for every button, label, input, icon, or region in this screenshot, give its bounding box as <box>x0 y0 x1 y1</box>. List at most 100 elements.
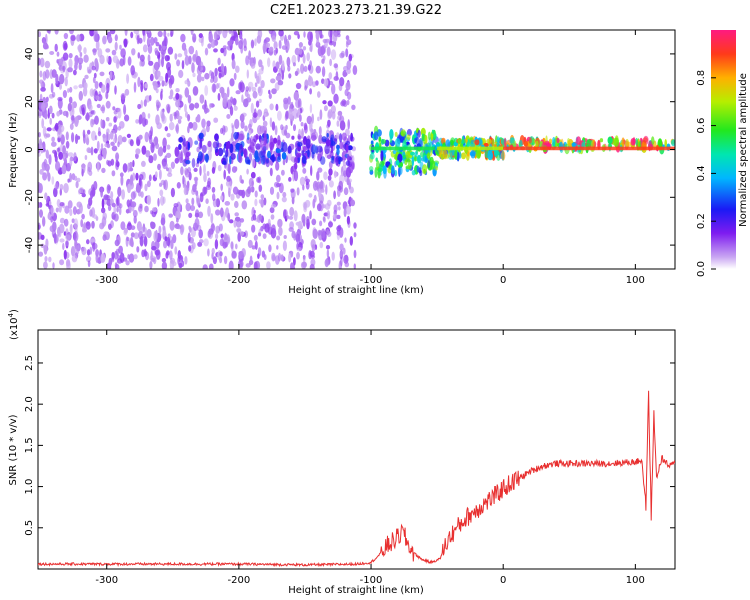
heatmap-cell <box>271 88 277 95</box>
heatmap-cell <box>114 239 120 247</box>
heatmap-cell <box>246 168 249 175</box>
heatmap-cell <box>230 35 236 41</box>
heatmap-cell <box>277 218 283 228</box>
heatmap-cell <box>331 251 335 261</box>
heatmap-cell <box>395 138 401 148</box>
heatmap-cell <box>268 244 272 253</box>
heatmap-cell <box>38 224 41 229</box>
heatmap-cell <box>78 90 84 101</box>
heatmap-cell <box>400 129 406 137</box>
heatmap-cell <box>66 260 71 269</box>
heatmap-cell <box>302 46 307 51</box>
heatmap-cell <box>129 174 134 185</box>
heatmap-cell <box>339 243 344 251</box>
heatmap-cell <box>264 223 270 233</box>
heatmap-cell <box>263 254 267 261</box>
heatmap-cell <box>213 117 219 123</box>
heatmap-cell <box>151 245 157 251</box>
heatmap-cell <box>185 202 191 212</box>
heatmap-cell <box>201 127 207 135</box>
heatmap-cell <box>220 183 223 191</box>
heatmap-cell <box>157 70 161 78</box>
heatmap-cell <box>238 189 244 196</box>
heatmap-cell <box>333 204 338 213</box>
heatmap-cell <box>118 206 122 216</box>
heatmap-cell <box>135 153 139 159</box>
heatmap-cell <box>345 42 349 48</box>
heatmap-cell <box>124 88 130 96</box>
heatmap-cell <box>57 230 62 238</box>
heatmap-cell <box>333 63 338 69</box>
heatmap-cell <box>328 221 333 228</box>
heatmap-cell <box>353 232 357 238</box>
heatmap-cell <box>54 43 58 52</box>
heatmap-cell <box>102 212 107 220</box>
heatmap-cell <box>101 198 105 210</box>
heatmap-cell <box>146 228 152 239</box>
heatmap-cell <box>188 45 195 55</box>
heatmap-cell <box>406 128 412 137</box>
heatmap-cell <box>38 57 41 66</box>
heatmap-cell <box>270 214 275 220</box>
heatmap-cell <box>44 112 48 120</box>
heatmap-cell <box>144 118 149 126</box>
heatmap-cell <box>141 249 145 258</box>
heatmap-cell <box>326 248 330 259</box>
heatmap-cell <box>56 147 60 152</box>
heatmap-cell <box>254 70 257 79</box>
heatmap-cell <box>323 78 329 87</box>
heatmap-cell <box>163 240 168 249</box>
heatmap-cell <box>147 54 151 63</box>
heatmap-cell <box>120 175 124 186</box>
y-tick-label: 2.0 <box>24 396 35 412</box>
heatmap-cell <box>270 78 276 84</box>
heatmap-cell <box>106 159 110 166</box>
heatmap-cell <box>175 99 181 108</box>
colorbar-tick-label: 0.2 <box>696 213 707 229</box>
heatmap-cell <box>318 126 322 136</box>
heatmap-cell <box>267 57 271 68</box>
heatmap-cell <box>204 47 209 56</box>
heatmap-cell <box>174 246 178 255</box>
heatmap-cell <box>320 156 326 165</box>
heatmap-cell <box>78 84 84 89</box>
heatmap-cell <box>110 191 114 200</box>
heatmap-cell <box>292 108 299 120</box>
heatmap-cell <box>275 174 281 183</box>
heatmap-cell <box>161 80 165 87</box>
heatmap-cell <box>233 72 237 81</box>
heatmap-cell <box>241 94 244 103</box>
heatmap-cell <box>380 150 384 162</box>
heatmap-cell <box>133 232 139 240</box>
heatmap-cell <box>404 158 408 166</box>
heatmap-cell <box>121 189 125 200</box>
heatmap-cell <box>119 172 124 178</box>
heatmap-cell <box>211 247 215 255</box>
heatmap-cell <box>258 98 262 103</box>
heatmap-cell <box>235 90 241 95</box>
heatmap-cell <box>212 193 216 202</box>
heatmap-cell <box>327 175 332 181</box>
heatmap-cell <box>177 53 183 58</box>
heatmap-cell <box>281 196 287 203</box>
heatmap-cell <box>223 169 226 180</box>
heatmap-cell <box>269 141 275 151</box>
heatmap-cell <box>256 35 262 44</box>
heatmap-cell <box>269 46 274 52</box>
heatmap-cell <box>175 124 179 132</box>
heatmap-cell <box>215 233 219 240</box>
heatmap-cell <box>210 223 216 232</box>
heatmap-cell <box>315 65 321 74</box>
heatmap-cell <box>75 245 80 252</box>
heatmap-cell <box>152 207 157 213</box>
heatmap-cell <box>112 106 116 111</box>
heatmap-cell <box>175 92 180 100</box>
heatmap-cell <box>157 163 161 171</box>
heatmap-cell <box>78 188 81 195</box>
heatmap-cell <box>191 242 196 250</box>
heatmap-cell <box>38 251 44 257</box>
heatmap-cell <box>262 233 267 240</box>
heatmap-cell <box>288 215 294 220</box>
heatmap-cell <box>277 80 284 86</box>
heatmap-cell <box>381 139 387 144</box>
